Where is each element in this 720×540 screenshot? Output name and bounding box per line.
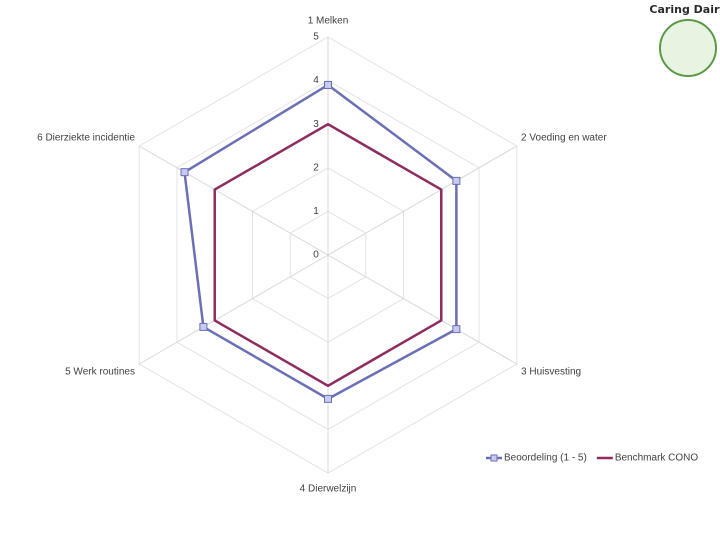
point-marker xyxy=(180,168,189,177)
category-label: 4 Dierwelzijn xyxy=(300,484,357,495)
legend-marker xyxy=(490,454,498,462)
legend-label: Benchmark CONO xyxy=(615,453,699,464)
r-tick-label: 2 xyxy=(313,162,319,173)
spoke xyxy=(138,145,329,256)
logo-text: Caring Dairy xyxy=(649,3,720,16)
spoke xyxy=(138,254,329,365)
category-label: 2 Voeding en water xyxy=(521,133,607,144)
logo: Caring Dairy xyxy=(649,3,720,77)
r-tick-label: 4 xyxy=(313,75,319,86)
r-tick-label: 3 xyxy=(313,119,319,130)
category-label: 6 Dierziekte incidentie xyxy=(37,133,135,144)
category-label: 3 Huisvesting xyxy=(521,367,581,378)
r-tick-label: 1 xyxy=(313,206,319,217)
point-marker xyxy=(324,80,332,89)
spoke xyxy=(327,254,518,365)
category-label: 5 Werk routines xyxy=(65,367,135,378)
category-label: 1 Melken xyxy=(308,16,349,27)
point-marker xyxy=(199,322,208,331)
point-marker xyxy=(452,325,461,334)
series-line xyxy=(213,122,443,388)
spoke xyxy=(327,145,518,256)
r-tick-label: 0 xyxy=(313,250,319,261)
r-tick-label: 5 xyxy=(313,32,319,43)
series-line xyxy=(183,83,458,401)
legend-label: Beoordeling (1 - 5) xyxy=(504,453,587,464)
point-marker xyxy=(452,176,461,185)
logo-badge xyxy=(659,19,717,77)
point-marker xyxy=(324,394,332,403)
